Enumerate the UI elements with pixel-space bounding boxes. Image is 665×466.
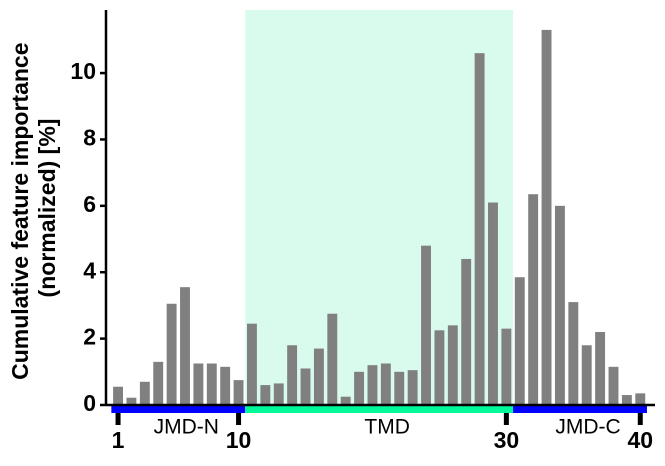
bar <box>421 245 431 405</box>
bar <box>233 380 244 405</box>
region-band <box>245 404 514 413</box>
bar <box>528 194 539 405</box>
x-tick-label: 40 <box>627 427 653 453</box>
bar <box>166 303 177 405</box>
bar <box>246 323 257 405</box>
bar <box>488 202 498 405</box>
x-tick-label: 30 <box>494 427 520 453</box>
region-label: TMD <box>364 416 410 439</box>
bar <box>407 370 418 405</box>
bar <box>180 287 190 405</box>
bar <box>635 393 646 405</box>
y-tick-label: 6 <box>83 191 96 217</box>
bar <box>327 313 338 405</box>
y-tick-label: 4 <box>83 257 96 283</box>
bar <box>193 363 204 405</box>
region-shade <box>245 10 514 405</box>
y-tick-label: 8 <box>83 125 96 151</box>
bar <box>554 205 565 405</box>
bars-layer <box>113 29 646 406</box>
bar <box>139 381 150 405</box>
region-label: JMD-C <box>555 416 620 439</box>
bar <box>354 371 365 405</box>
bar <box>206 363 217 405</box>
y-tick-label: 2 <box>83 324 96 350</box>
bar <box>581 345 592 405</box>
region-band <box>111 404 246 413</box>
shading-layer <box>245 10 514 405</box>
y-axis-label: Cumulative feature importance (normalize… <box>7 36 60 380</box>
bar <box>461 258 472 405</box>
region-label: JMD-N <box>154 416 219 439</box>
bar <box>273 383 284 405</box>
bar <box>447 325 458 405</box>
y-tick-label: 0 <box>83 390 96 416</box>
y-axis-label-line: Cumulative feature importance <box>7 42 33 379</box>
bar <box>300 368 311 405</box>
bar <box>434 330 445 405</box>
bar <box>367 365 378 405</box>
bar <box>501 328 512 405</box>
x-tick-label: 1 <box>112 427 125 453</box>
bar <box>608 366 619 405</box>
bar <box>126 397 137 405</box>
bar <box>394 371 405 405</box>
bar <box>380 363 391 405</box>
bar <box>313 348 324 405</box>
bar <box>595 331 606 405</box>
bar <box>113 386 124 405</box>
bar <box>340 396 351 405</box>
bar <box>220 366 231 405</box>
bar <box>287 345 298 405</box>
bar <box>568 302 579 405</box>
bar <box>474 53 485 406</box>
bar <box>541 29 552 406</box>
bar <box>514 277 525 405</box>
y-tick-label: 10 <box>70 58 96 84</box>
y-axis-label-line: (normalized) [%] <box>34 119 60 298</box>
bar <box>260 385 271 405</box>
bar <box>621 395 632 405</box>
region-band <box>513 404 647 413</box>
bar <box>153 361 164 405</box>
x-tick-label: 10 <box>226 427 252 453</box>
